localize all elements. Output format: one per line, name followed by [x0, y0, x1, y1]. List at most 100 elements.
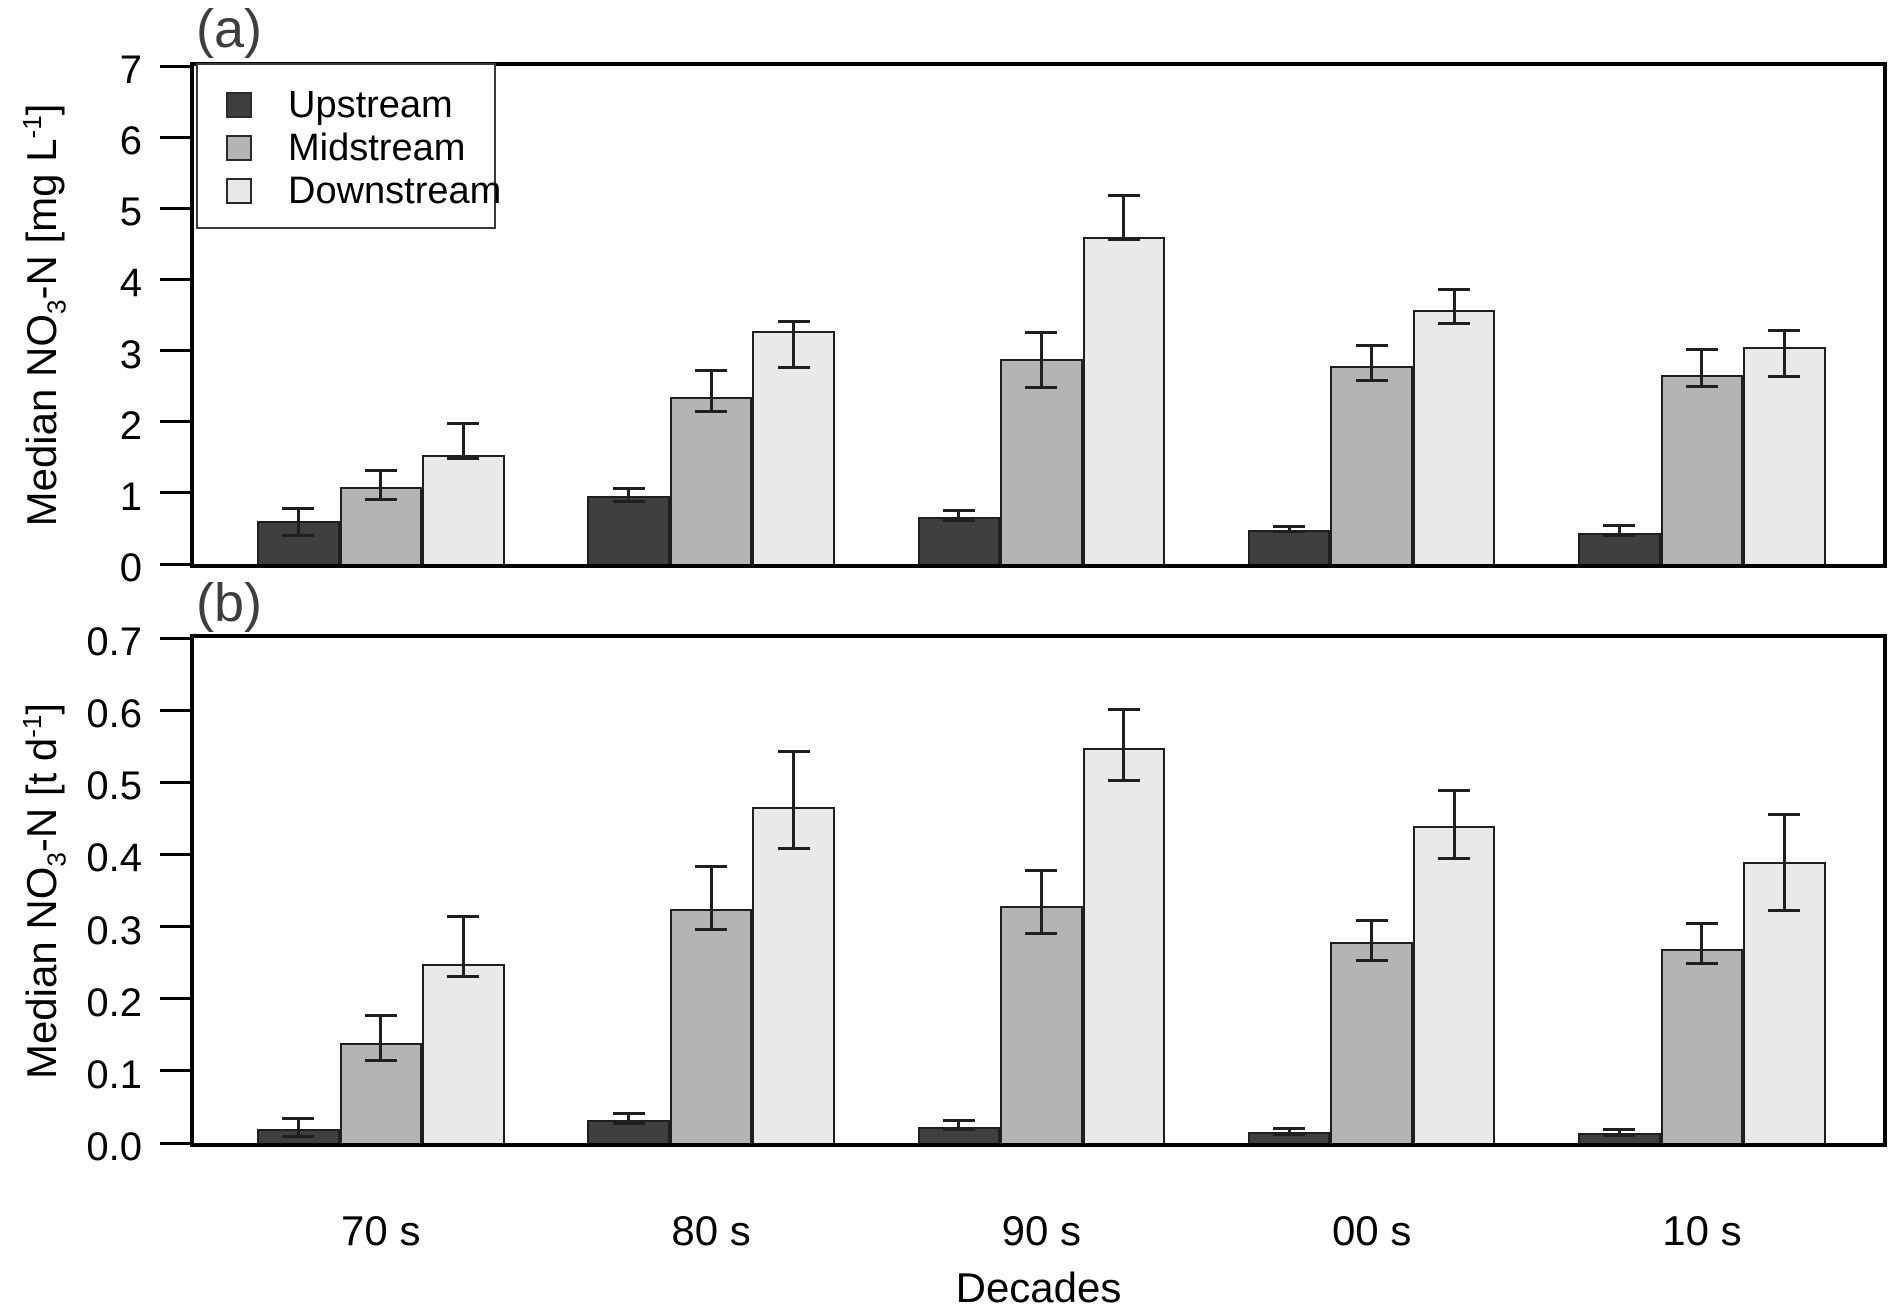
- x-tick-label: 70 s: [341, 1207, 421, 1254]
- panel-a-label: (a): [196, 0, 262, 59]
- y-axis-title-text: Median NO: [18, 866, 65, 1080]
- legend-item-upstream: Upstream: [198, 85, 494, 125]
- legend-label: Upstream: [288, 84, 453, 126]
- error-bar-cap-top: [1603, 524, 1636, 528]
- error-bar-line: [1782, 330, 1786, 377]
- error-bar-line: [379, 1016, 383, 1061]
- error-bar-line: [296, 508, 300, 536]
- error-bar-cap-bottom: [282, 1135, 315, 1139]
- y-tick-label: 1: [119, 474, 142, 519]
- error-bar-line: [1452, 790, 1456, 859]
- y-tick: [160, 64, 190, 68]
- x-tick-label: 90 s: [1001, 1207, 1082, 1254]
- error-bar-cap-bottom: [942, 518, 975, 522]
- error-bar-line: [1700, 923, 1704, 965]
- bar-midstream-80s: [669, 396, 753, 564]
- legend: Upstream Midstream Downstream: [196, 63, 501, 229]
- y-tick-label: 2: [119, 403, 142, 448]
- error-bar-cap-top: [1273, 525, 1306, 529]
- x-tick-label: 00 s: [1331, 1207, 1412, 1254]
- y-tick: [160, 491, 190, 495]
- y-tick: [160, 349, 190, 353]
- y-axis-title-text: ]: [18, 103, 65, 116]
- bar-midstream-80s: [669, 909, 753, 1143]
- error-bar-line: [379, 470, 383, 500]
- error-bar-line: [1039, 871, 1043, 934]
- error-bar-cap-top: [282, 506, 315, 510]
- panel-b-plot: 0.0 0.1 0.2 0.3 0.4 0.5 0.6 0.7: [86, 622, 1887, 1167]
- y-tick-label: 0: [119, 546, 142, 590]
- bar-midstream-10s: [1660, 948, 1744, 1143]
- y-tick: [160, 1141, 190, 1145]
- error-bar-cap-top: [695, 865, 728, 869]
- error-bar-cap-top: [777, 750, 810, 753]
- error-bar-cap-top: [1438, 288, 1471, 292]
- error-bar-line: [1370, 346, 1374, 382]
- error-bar-cap-top: [1438, 788, 1471, 792]
- error-bar-cap-bottom: [612, 500, 645, 504]
- error-bar-cap-top: [282, 1117, 315, 1121]
- error-bar-cap-top: [612, 486, 645, 490]
- y-tick: [160, 997, 190, 1001]
- bar-downstream-90s: [1082, 236, 1166, 564]
- bar-downstream-00s: [1412, 825, 1496, 1143]
- error-bar-cap-bottom: [612, 1121, 645, 1125]
- error-bar-line: [461, 917, 465, 978]
- y-tick-label: 0.0: [86, 1125, 142, 1169]
- bar-downstream-90s: [1082, 747, 1166, 1143]
- bar-midstream-00s: [1330, 366, 1413, 564]
- error-bar-cap-bottom: [1273, 1133, 1306, 1137]
- error-bar-line: [1287, 527, 1291, 532]
- y-tick-label: 6: [119, 119, 142, 164]
- y-tick: [160, 708, 190, 712]
- error-bar-line: [709, 371, 713, 413]
- bar-midstream-10s: [1660, 374, 1744, 564]
- error-bar-cap-bottom: [1603, 1133, 1636, 1137]
- bar-downstream-70s: [422, 964, 505, 1143]
- error-bar-line: [1039, 332, 1043, 388]
- error-bar-line: [627, 1114, 631, 1124]
- error-bar-cap-top: [1107, 708, 1140, 712]
- error-bar-cap-bottom: [1107, 778, 1140, 782]
- y-tick-label: 7: [119, 48, 142, 92]
- error-bar-cap-bottom: [364, 497, 397, 501]
- error-bar-line: [1700, 349, 1704, 387]
- error-bar-cap-top: [612, 1112, 645, 1116]
- y-tick: [160, 1069, 190, 1073]
- error-bar-line: [792, 322, 796, 368]
- error-bar-cap-top: [777, 320, 810, 324]
- y-tick: [160, 420, 190, 424]
- error-bar-line: [1782, 814, 1786, 912]
- x-axis-title: Decades: [955, 1264, 1122, 1311]
- error-bar-line: [1122, 196, 1126, 241]
- error-bar-cap-bottom: [1768, 374, 1801, 378]
- error-bar-cap-bottom: [1438, 856, 1471, 860]
- error-bar-cap-top: [447, 421, 480, 425]
- y-tick-label: 0.6: [86, 692, 142, 737]
- legend-label: Downstream: [288, 170, 502, 212]
- bar-downstream-80s: [752, 330, 835, 564]
- bar-upstream-10s: [1578, 533, 1661, 564]
- error-bar-cap-bottom: [1685, 384, 1718, 388]
- error-bar-cap-bottom: [1025, 931, 1058, 935]
- y-tick: [160, 636, 190, 640]
- error-bar-cap-bottom: [1768, 909, 1801, 913]
- y-tick: [160, 277, 190, 281]
- error-bar-cap-bottom: [282, 533, 315, 537]
- error-bar-cap-top: [942, 1119, 975, 1123]
- error-bar-cap-top: [1603, 1128, 1636, 1132]
- error-bar-line: [1122, 710, 1126, 781]
- error-bar-cap-bottom: [1438, 322, 1471, 326]
- error-bar-cap-top: [1685, 347, 1718, 351]
- error-bar-cap-top: [364, 1014, 397, 1018]
- error-bar-cap-top: [942, 509, 975, 513]
- y-tick-label: 3: [119, 332, 142, 377]
- error-bar-cap-top: [1768, 812, 1801, 816]
- bar-midstream-90s: [1000, 905, 1083, 1143]
- error-bar-cap-bottom: [447, 456, 480, 460]
- error-bar-cap-bottom: [695, 928, 728, 932]
- bar-downstream-80s: [752, 806, 835, 1143]
- bar-upstream-80s: [587, 495, 670, 564]
- y-tick-label: 0.1: [86, 1052, 142, 1097]
